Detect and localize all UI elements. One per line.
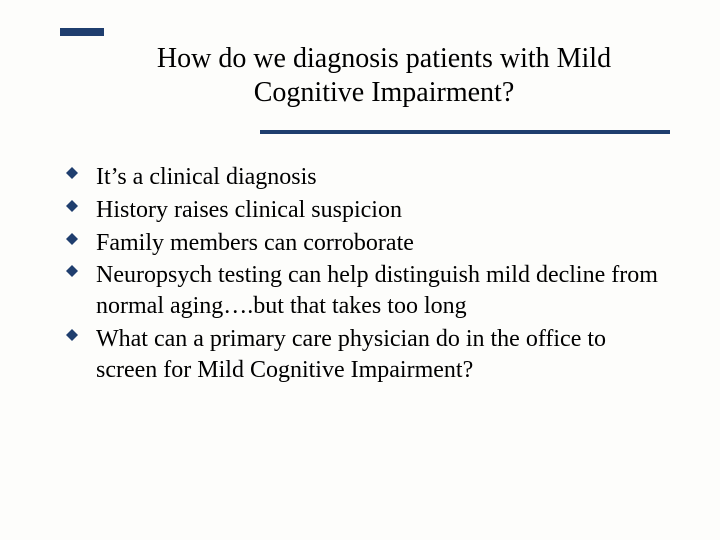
slide: How do we diagnosis patients with Mild C…: [0, 0, 720, 540]
list-item: Neuropsych testing can help distinguish …: [66, 260, 670, 321]
list-item: Family members can corroborate: [66, 228, 670, 259]
bullet-text: Neuropsych testing can help distinguish …: [96, 260, 670, 321]
bullet-text: History raises clinical suspicion: [96, 195, 670, 226]
diamond-icon: [66, 265, 84, 277]
list-item: What can a primary care physician do in …: [66, 324, 670, 385]
list-item: It’s a clinical diagnosis: [66, 162, 670, 193]
list-item: History raises clinical suspicion: [66, 195, 670, 226]
slide-title: How do we diagnosis patients with Mild C…: [108, 42, 660, 110]
title-block: How do we diagnosis patients with Mild C…: [108, 42, 660, 110]
diamond-icon: [66, 200, 84, 212]
bullet-text: Family members can corroborate: [96, 228, 670, 259]
diamond-icon: [66, 233, 84, 245]
diamond-icon: [66, 329, 84, 341]
diamond-icon: [66, 167, 84, 179]
title-underline: [260, 130, 670, 134]
top-accent-bar: [60, 28, 104, 36]
bullet-list: It’s a clinical diagnosisHistory raises …: [66, 162, 670, 385]
bullet-text: What can a primary care physician do in …: [96, 324, 670, 385]
bullet-text: It’s a clinical diagnosis: [96, 162, 670, 193]
